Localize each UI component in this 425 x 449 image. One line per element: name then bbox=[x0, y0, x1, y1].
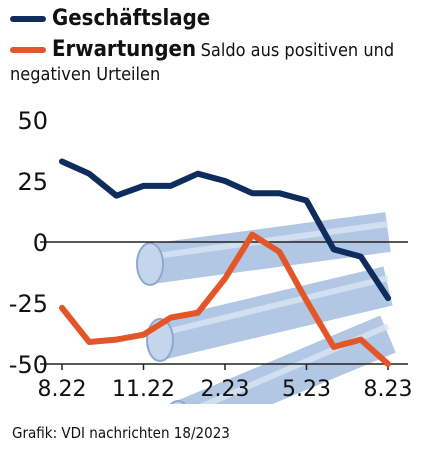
chart-subtitle-continued: negativen Urteilen bbox=[10, 64, 161, 85]
legend: Geschäftslage Erwartungen Saldo aus posi… bbox=[10, 4, 420, 85]
x-tick-label: 8.22 bbox=[38, 377, 87, 402]
background-pipe-highlight bbox=[155, 221, 389, 259]
legend-label-geschaeftslage: Geschäftslage bbox=[52, 6, 211, 31]
x-tick-label: 11.22 bbox=[112, 377, 175, 402]
legend-item-erwartungen: Erwartungen Saldo aus positiven und bbox=[10, 35, 420, 66]
y-tick-label: -25 bbox=[9, 290, 48, 318]
background-pipe-highlight bbox=[165, 275, 389, 335]
background-pipe bbox=[170, 315, 396, 404]
background-pipe-end bbox=[169, 400, 187, 404]
x-tick-label: 5.23 bbox=[282, 377, 331, 402]
x-tick-label: 2.23 bbox=[201, 377, 250, 402]
legend-label-erwartungen: Erwartungen bbox=[52, 37, 197, 62]
chart-subtitle: Saldo aus positiven und bbox=[200, 40, 395, 61]
y-tick-label: 0 bbox=[33, 229, 48, 257]
y-tick-label: 25 bbox=[17, 168, 48, 196]
y-tick-label: 50 bbox=[17, 107, 48, 135]
x-tick-label: 8.23 bbox=[364, 377, 413, 402]
y-tick-label: -50 bbox=[9, 351, 48, 379]
line-chart: 50 25 0 -25 -508.22 11.22 2.23 5.23 8.23 bbox=[9, 107, 413, 404]
legend-item-geschaeftslage: Geschäftslage bbox=[10, 4, 420, 35]
legend-swatch-geschaeftslage bbox=[10, 16, 46, 22]
background-pipe bbox=[155, 266, 393, 360]
legend-swatch-erwartungen bbox=[10, 47, 46, 53]
background-pipe-end bbox=[136, 242, 164, 286]
source-credit: Grafik: VDI nachrichten 18/2023 bbox=[12, 424, 230, 442]
